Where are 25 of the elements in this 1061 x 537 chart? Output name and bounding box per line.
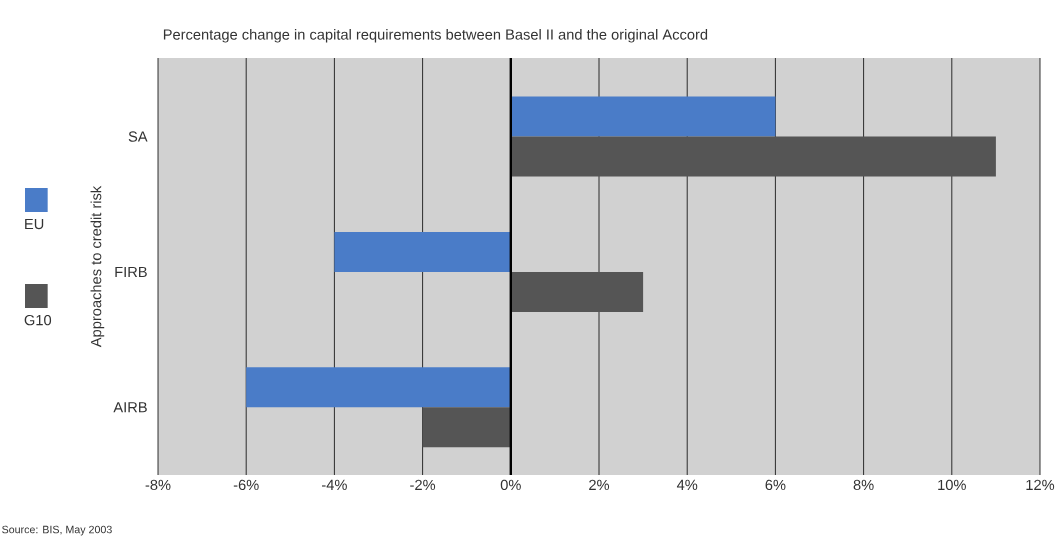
x-tick-label: 10% [938, 479, 966, 491]
x-tick-label: -8% [145, 479, 171, 491]
x-tick-label: 4% [676, 479, 698, 490]
bar [510, 96, 776, 137]
x-tick-label: 0% [500, 479, 521, 491]
x-tick-label: -6% [233, 479, 259, 491]
y-axis-title: Approaches to credit risk [90, 185, 105, 348]
x-tick-label: -2% [410, 479, 436, 491]
x-tick-label: -4% [322, 479, 347, 490]
y-tick-label: FIRB [115, 266, 147, 277]
y-tick-label: AIRB [113, 402, 147, 413]
x-tick-label: 2% [589, 479, 610, 491]
chart-title: Percentage change in capital requirements between Basel II and the original Accord [163, 28, 708, 43]
x-tick-label: 8% [853, 479, 874, 491]
source-note: Source: BIS, May 2003 [2, 525, 112, 536]
bar [422, 407, 511, 448]
legend-label: EU [25, 218, 44, 230]
x-tick-label: 12% [1026, 479, 1055, 491]
x-tick-label: 6% [765, 479, 786, 491]
bar [246, 367, 511, 408]
y-tick-label: SA [128, 131, 148, 142]
bar [334, 231, 511, 272]
legend-label: G10 [24, 314, 52, 326]
bar [510, 136, 996, 177]
bar [510, 271, 644, 312]
